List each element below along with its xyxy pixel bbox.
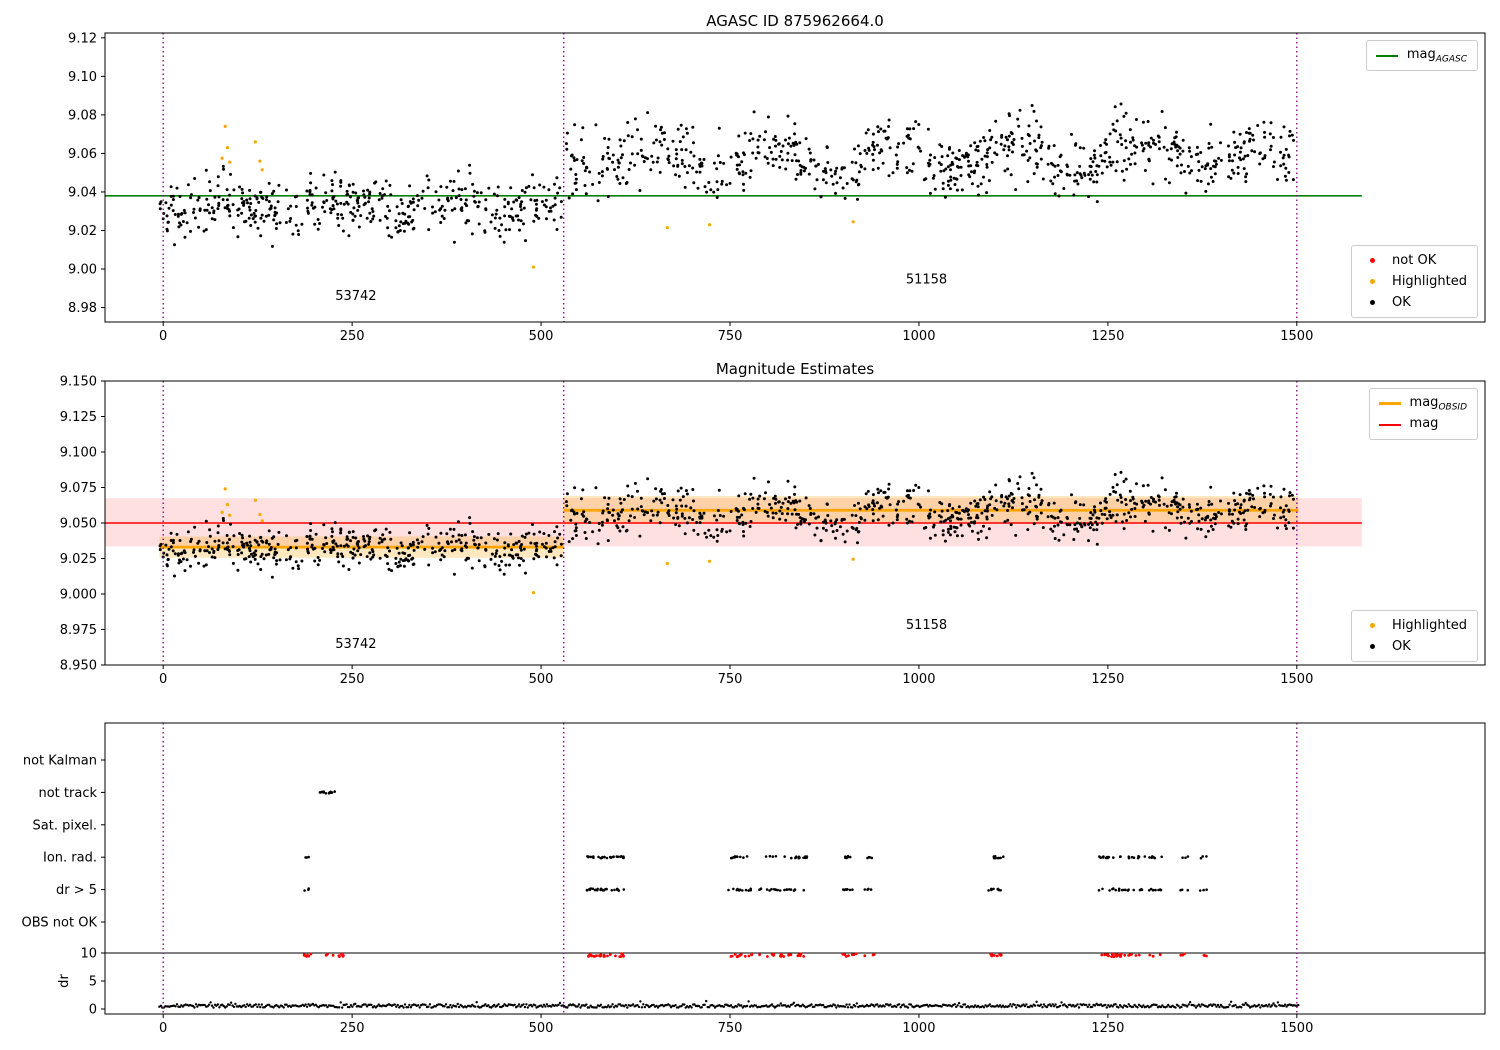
svg-text:1250: 1250: [1091, 329, 1124, 344]
highlighted-dot-swatch: [1359, 623, 1385, 628]
highlighted-dot-swatch: [1359, 279, 1385, 284]
not-ok-dot-swatch: [1359, 258, 1385, 263]
svg-text:9.150: 9.150: [60, 375, 97, 390]
svg-text:9.100: 9.100: [60, 446, 97, 461]
svg-text:750: 750: [718, 672, 743, 687]
legend-label-mag: mag: [1409, 415, 1439, 431]
flags-plot: not Kalman not track Sat. pixel. Ion. rad. d…: [22, 722, 1486, 1036]
svg-text:750: 750: [718, 1021, 743, 1036]
svg-text:dr: dr: [57, 974, 72, 988]
legend-mid-status: Highlighted OK: [1351, 610, 1478, 662]
svg-text:53742: 53742: [335, 289, 376, 304]
svg-text:9.06: 9.06: [68, 147, 97, 162]
mag-obsid-line-swatch: [1377, 402, 1403, 405]
svg-text:Sat. pixel.: Sat. pixel.: [33, 818, 97, 833]
legend-item-mag: mag: [1377, 414, 1467, 435]
svg-text:9.12: 9.12: [68, 31, 97, 46]
svg-text:1500: 1500: [1280, 1021, 1313, 1036]
svg-text:OBS not OK: OBS not OK: [22, 916, 98, 931]
legend-label-highlighted: Highlighted: [1392, 274, 1467, 289]
svg-text:9.08: 9.08: [68, 108, 97, 123]
legend-label-ok: OK: [1392, 295, 1411, 310]
svg-text:51158: 51158: [906, 272, 947, 287]
svg-text:53742: 53742: [335, 637, 376, 652]
svg-text:750: 750: [718, 329, 743, 344]
svg-text:9.02: 9.02: [68, 224, 97, 239]
legend-item-highlighted: Highlighted: [1359, 615, 1467, 636]
svg-text:1500: 1500: [1280, 672, 1313, 687]
legend-label-mag-obsid: magOBSID: [1409, 394, 1467, 413]
svg-text:1000: 1000: [902, 1021, 935, 1036]
svg-text:51158: 51158: [906, 618, 947, 633]
svg-text:0: 0: [159, 1021, 167, 1036]
svg-text:250: 250: [340, 1021, 365, 1036]
legend-item-ok: OK: [1359, 636, 1467, 657]
top-plot: 0 250 500 750 1000 1250 1500 8.98 9.00 9.02 9.04 9.…: [68, 31, 1486, 344]
legend-label-not-ok: not OK: [1392, 253, 1437, 268]
svg-text:0: 0: [89, 1003, 97, 1018]
svg-text:1000: 1000: [902, 329, 935, 344]
svg-text:8.975: 8.975: [60, 623, 97, 638]
ok-dot-swatch: [1359, 300, 1385, 305]
legend-item-mag-obsid: magOBSID: [1377, 393, 1467, 414]
svg-text:8.950: 8.950: [60, 659, 97, 674]
svg-text:9.04: 9.04: [68, 185, 97, 200]
svg-text:8.98: 8.98: [68, 301, 97, 316]
svg-text:0: 0: [159, 329, 167, 344]
svg-text:9.125: 9.125: [60, 410, 97, 425]
svg-text:9.075: 9.075: [60, 481, 97, 496]
mag-line-swatch: [1377, 423, 1403, 426]
legend-item-highlighted: Highlighted: [1359, 271, 1467, 292]
svg-text:9.00: 9.00: [68, 263, 97, 278]
svg-text:1500: 1500: [1280, 329, 1313, 344]
legend-mag-agasc: magAGASC: [1365, 40, 1478, 71]
svg-text:500: 500: [529, 1021, 554, 1036]
middle-plot: 0 250 500 750 1000 1250 1500 8.950 8.975 9.000 9.0…: [60, 375, 1486, 687]
svg-text:1250: 1250: [1091, 672, 1124, 687]
svg-text:0: 0: [159, 672, 167, 687]
svg-text:9.000: 9.000: [60, 588, 97, 603]
mag-agasc-line-swatch: [1374, 54, 1400, 57]
svg-text:Ion. rad.: Ion. rad.: [43, 851, 97, 866]
svg-text:1000: 1000: [902, 672, 935, 687]
top-plot-title: AGASC ID 875962664.0: [706, 12, 884, 30]
legend-item-mag-agasc: magAGASC: [1374, 45, 1467, 66]
legend-label-ok: OK: [1392, 639, 1411, 654]
svg-text:9.050: 9.050: [60, 517, 97, 532]
legend-mag-lines: magOBSID mag: [1368, 388, 1478, 440]
svg-text:500: 500: [529, 672, 554, 687]
svg-text:1250: 1250: [1091, 1021, 1124, 1036]
svg-text:5: 5: [89, 975, 97, 990]
legend-label-mag-agasc: magAGASC: [1406, 46, 1467, 65]
svg-text:9.025: 9.025: [60, 552, 97, 567]
svg-text:not track: not track: [38, 786, 97, 801]
legend-top-status: not OK Highlighted OK: [1351, 245, 1478, 318]
svg-text:9.10: 9.10: [68, 70, 97, 85]
ok-dot-swatch: [1359, 644, 1385, 649]
svg-text:not Kalman: not Kalman: [23, 754, 97, 769]
legend-label-highlighted: Highlighted: [1392, 618, 1467, 633]
svg-text:dr > 5: dr > 5: [56, 883, 97, 898]
svg-text:250: 250: [340, 329, 365, 344]
middle-plot-title: Magnitude Estimates: [715, 360, 875, 378]
legend-item-not-ok: not OK: [1359, 250, 1467, 271]
svg-text:500: 500: [529, 329, 554, 344]
svg-text:250: 250: [340, 672, 365, 687]
legend-item-ok: OK: [1359, 292, 1467, 313]
svg-text:10: 10: [80, 947, 97, 962]
